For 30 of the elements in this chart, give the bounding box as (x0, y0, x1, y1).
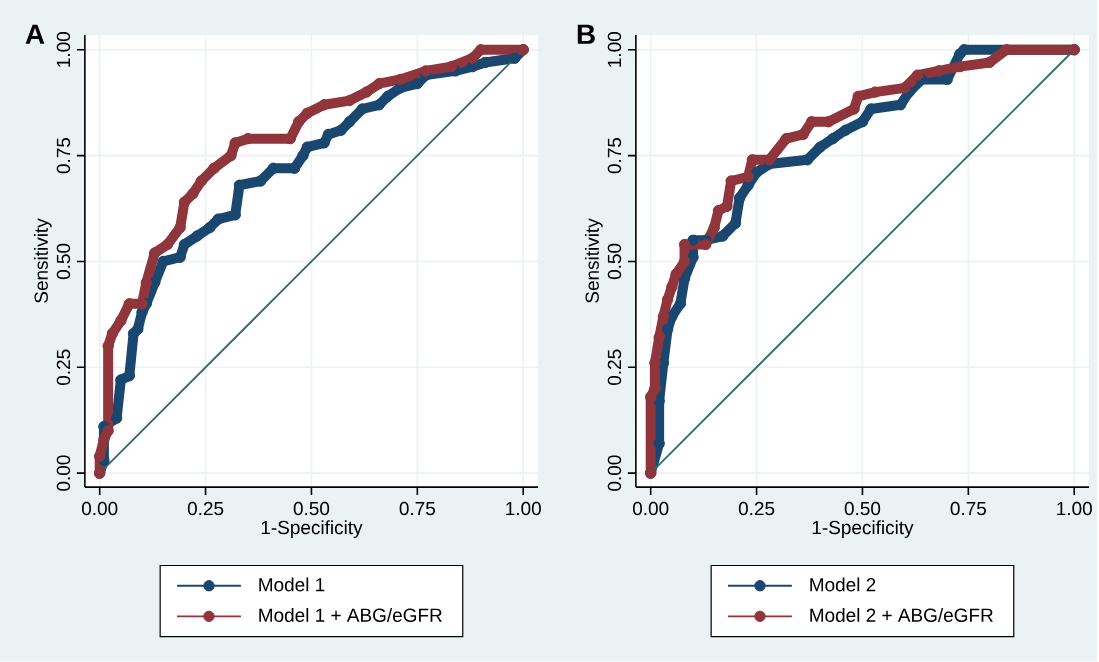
legend-label: Model 2 + ABG/eGFR (810, 608, 993, 623)
y-tick-label: 0.50 (607, 243, 622, 280)
x-tick-label: 0.00 (632, 501, 669, 516)
y-axis-title: Sensitivity (33, 218, 52, 303)
x-tick-label: 0.75 (950, 501, 987, 516)
y-tick-label: 0.50 (56, 243, 71, 280)
y-tick-label: 0.75 (607, 138, 622, 174)
x-tick-label: 0.75 (399, 501, 436, 516)
x-tick-label: 0.00 (81, 501, 118, 516)
chart-title: A (25, 24, 45, 44)
y-tick-label: 0.25 (607, 349, 622, 386)
y-tick-label: 0.00 (607, 455, 622, 491)
x-axis-title: 1-Specificity (812, 520, 914, 539)
y-tick-label: 0.00 (56, 455, 71, 491)
x-tick-label: 1.00 (1057, 501, 1092, 516)
y-tick-label: 1.00 (607, 32, 622, 67)
y-tick-label: 0.75 (56, 138, 71, 174)
x-tick-label: 0.50 (844, 501, 881, 516)
x-tick-label: 0.50 (293, 501, 330, 516)
y-tick-label: 0.25 (56, 349, 71, 386)
chart-title: B (577, 24, 595, 44)
legend-label: Model 1 (259, 577, 325, 592)
x-tick-label: 1.00 (506, 501, 541, 516)
x-tick-label: 0.25 (187, 501, 224, 516)
legend-label: Model 1 + ABG/eGFR (259, 608, 442, 623)
y-tick-label: 1.00 (56, 32, 71, 67)
y-axis-title: Sensitivity (584, 218, 603, 303)
x-axis-title: 1-Specificity (261, 520, 363, 539)
x-tick-label: 0.25 (738, 501, 775, 516)
legend-label: Model 2 (810, 577, 876, 592)
